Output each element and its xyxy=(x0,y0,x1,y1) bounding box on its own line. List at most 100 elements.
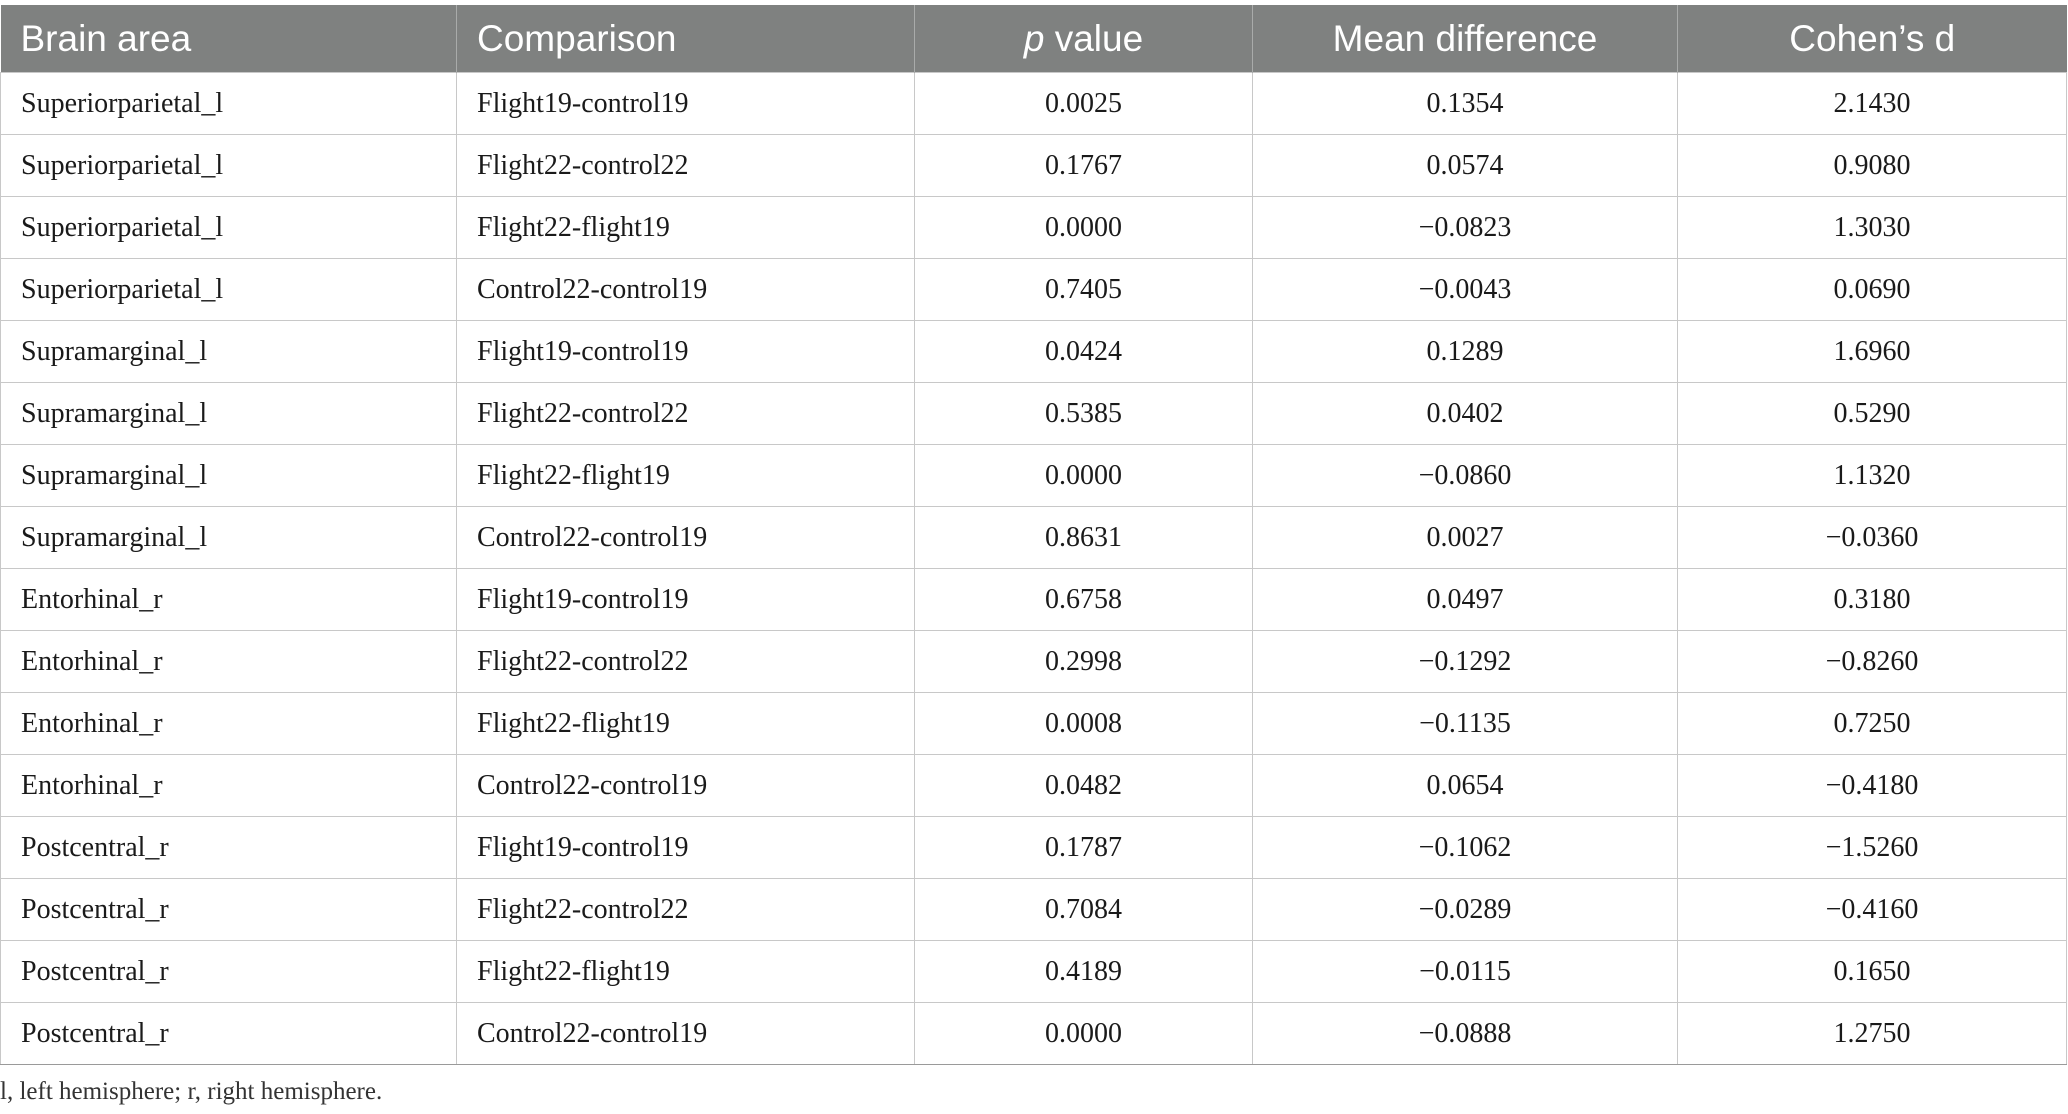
cell-mean-difference: −0.1062 xyxy=(1252,816,1678,879)
cell-brain-area: Supramarginal_l xyxy=(0,444,457,507)
cell-mean-difference: −0.0115 xyxy=(1252,940,1678,1003)
table-row: Postcentral_r Flight22-control22 0.7084 −0.… xyxy=(0,878,2067,941)
table-row: Entorhinal_r Flight22-flight19 0.0008 −0.11… xyxy=(0,692,2067,755)
cell-mean-difference: −0.1292 xyxy=(1252,630,1678,693)
cell-comparison: Flight19-control19 xyxy=(456,816,915,879)
table-row: Entorhinal_r Flight22-control22 0.2998 −0.1… xyxy=(0,630,2067,693)
table-row: Superiorparietal_l Flight19-control19 0.00… xyxy=(0,72,2067,135)
cell-p-value: 0.0000 xyxy=(914,444,1253,507)
cell-comparison: Control22-control19 xyxy=(456,258,915,321)
table-row: Postcentral_r Flight22-flight19 0.4189 −0.0… xyxy=(0,940,2067,1003)
cell-comparison: Flight19-control19 xyxy=(456,320,915,383)
cell-cohens-d: 0.0690 xyxy=(1677,258,2067,321)
cell-mean-difference: −0.0289 xyxy=(1252,878,1678,941)
cell-cohens-d: −0.0360 xyxy=(1677,506,2067,569)
cell-cohens-d: 1.6960 xyxy=(1677,320,2067,383)
cell-p-value: 0.5385 xyxy=(914,382,1253,445)
table-row: Entorhinal_r Flight19-control19 0.6758 0.04… xyxy=(0,568,2067,631)
cell-cohens-d: −0.8260 xyxy=(1677,630,2067,693)
table-row: Superiorparietal_l Control22-control19 0.7… xyxy=(0,258,2067,321)
cell-cohens-d: 0.9080 xyxy=(1677,134,2067,197)
cell-cohens-d: 0.3180 xyxy=(1677,568,2067,631)
cell-comparison: Flight22-flight19 xyxy=(456,196,915,259)
cell-p-value: 0.1767 xyxy=(914,134,1253,197)
cell-mean-difference: 0.0402 xyxy=(1252,382,1678,445)
cell-p-value: 0.7084 xyxy=(914,878,1253,941)
cell-brain-area: Postcentral_r xyxy=(0,816,457,879)
table-row: Supramarginal_l Flight19-control19 0.0424 0… xyxy=(0,320,2067,383)
cell-mean-difference: −0.0888 xyxy=(1252,1002,1678,1065)
cell-mean-difference: 0.0497 xyxy=(1252,568,1678,631)
header-p-value-rest: value xyxy=(1044,17,1144,59)
header-p-value: p value xyxy=(914,5,1253,73)
header-comparison: Comparison xyxy=(456,5,915,73)
cell-comparison: Flight19-control19 xyxy=(456,568,915,631)
header-row: Brain area Comparison p value Mean diffe… xyxy=(0,5,2067,73)
cell-comparison: Flight22-control22 xyxy=(456,134,915,197)
header-p-value-italic: p xyxy=(1023,17,1045,59)
cell-brain-area: Postcentral_r xyxy=(0,1002,457,1065)
cell-mean-difference: −0.1135 xyxy=(1252,692,1678,755)
table-footnote: l, left hemisphere; r, right hemisphere. xyxy=(0,1078,383,1105)
cell-cohens-d: 1.2750 xyxy=(1677,1002,2067,1065)
cell-cohens-d: −1.5260 xyxy=(1677,816,2067,879)
cell-brain-area: Postcentral_r xyxy=(0,940,457,1003)
cell-cohens-d: 1.3030 xyxy=(1677,196,2067,259)
cell-cohens-d: −0.4180 xyxy=(1677,754,2067,817)
cell-p-value: 0.7405 xyxy=(914,258,1253,321)
cell-comparison: Flight19-control19 xyxy=(456,72,915,135)
table-row: Superiorparietal_l Flight22-flight19 0.000… xyxy=(0,196,2067,259)
header-cohens-d: Cohen’s d xyxy=(1677,5,2067,73)
table-row: Postcentral_r Flight19-control19 0.1787 −0.… xyxy=(0,816,2067,879)
cell-p-value: 0.0008 xyxy=(914,692,1253,755)
results-table: Brain area Comparison p value Mean diffe… xyxy=(0,5,2067,1065)
cell-mean-difference: 0.0027 xyxy=(1252,506,1678,569)
table-row: Supramarginal_l Flight22-control22 0.5385 0… xyxy=(0,382,2067,445)
cell-p-value: 0.0482 xyxy=(914,754,1253,817)
table-row: Superiorparietal_l Flight22-control22 0.17… xyxy=(0,134,2067,197)
cell-p-value: 0.0000 xyxy=(914,1002,1253,1065)
table-row: Entorhinal_r Control22-control19 0.0482 0.0… xyxy=(0,754,2067,817)
cell-brain-area: Supramarginal_l xyxy=(0,506,457,569)
cell-brain-area: Supramarginal_l xyxy=(0,320,457,383)
cell-p-value: 0.0000 xyxy=(914,196,1253,259)
header-brain-area: Brain area xyxy=(0,5,457,73)
cell-comparison: Flight22-control22 xyxy=(456,630,915,693)
cell-brain-area: Superiorparietal_l xyxy=(0,196,457,259)
cell-brain-area: Entorhinal_r xyxy=(0,568,457,631)
cell-mean-difference: 0.0574 xyxy=(1252,134,1678,197)
cell-mean-difference: −0.0823 xyxy=(1252,196,1678,259)
cell-comparison: Flight22-flight19 xyxy=(456,940,915,1003)
cell-mean-difference: 0.1354 xyxy=(1252,72,1678,135)
cell-cohens-d: −0.4160 xyxy=(1677,878,2067,941)
cell-brain-area: Postcentral_r xyxy=(0,878,457,941)
cell-cohens-d: 0.5290 xyxy=(1677,382,2067,445)
table-body: Superiorparietal_l Flight19-control19 0.00… xyxy=(0,72,2067,1065)
cell-comparison: Flight22-control22 xyxy=(456,878,915,941)
cell-mean-difference: 0.1289 xyxy=(1252,320,1678,383)
cell-mean-difference: 0.0654 xyxy=(1252,754,1678,817)
cell-cohens-d: 2.1430 xyxy=(1677,72,2067,135)
table-row: Supramarginal_l Flight22-flight19 0.0000 −0… xyxy=(0,444,2067,507)
results-table-container: Brain area Comparison p value Mean diffe… xyxy=(0,5,2067,1065)
cell-brain-area: Supramarginal_l xyxy=(0,382,457,445)
cell-brain-area: Superiorparietal_l xyxy=(0,258,457,321)
cell-comparison: Control22-control19 xyxy=(456,1002,915,1065)
cell-cohens-d: 0.7250 xyxy=(1677,692,2067,755)
table-row: Postcentral_r Control22-control19 0.0000 −0… xyxy=(0,1002,2067,1065)
cell-cohens-d: 0.1650 xyxy=(1677,940,2067,1003)
table-header: Brain area Comparison p value Mean diffe… xyxy=(0,5,2067,73)
cell-comparison: Flight22-flight19 xyxy=(456,692,915,755)
cell-brain-area: Entorhinal_r xyxy=(0,692,457,755)
cell-p-value: 0.6758 xyxy=(914,568,1253,631)
cell-brain-area: Superiorparietal_l xyxy=(0,134,457,197)
cell-cohens-d: 1.1320 xyxy=(1677,444,2067,507)
cell-brain-area: Superiorparietal_l xyxy=(0,72,457,135)
cell-p-value: 0.0424 xyxy=(914,320,1253,383)
cell-comparison: Flight22-control22 xyxy=(456,382,915,445)
cell-p-value: 0.8631 xyxy=(914,506,1253,569)
cell-p-value: 0.2998 xyxy=(914,630,1253,693)
cell-brain-area: Entorhinal_r xyxy=(0,630,457,693)
cell-p-value: 0.4189 xyxy=(914,940,1253,1003)
cell-mean-difference: −0.0043 xyxy=(1252,258,1678,321)
